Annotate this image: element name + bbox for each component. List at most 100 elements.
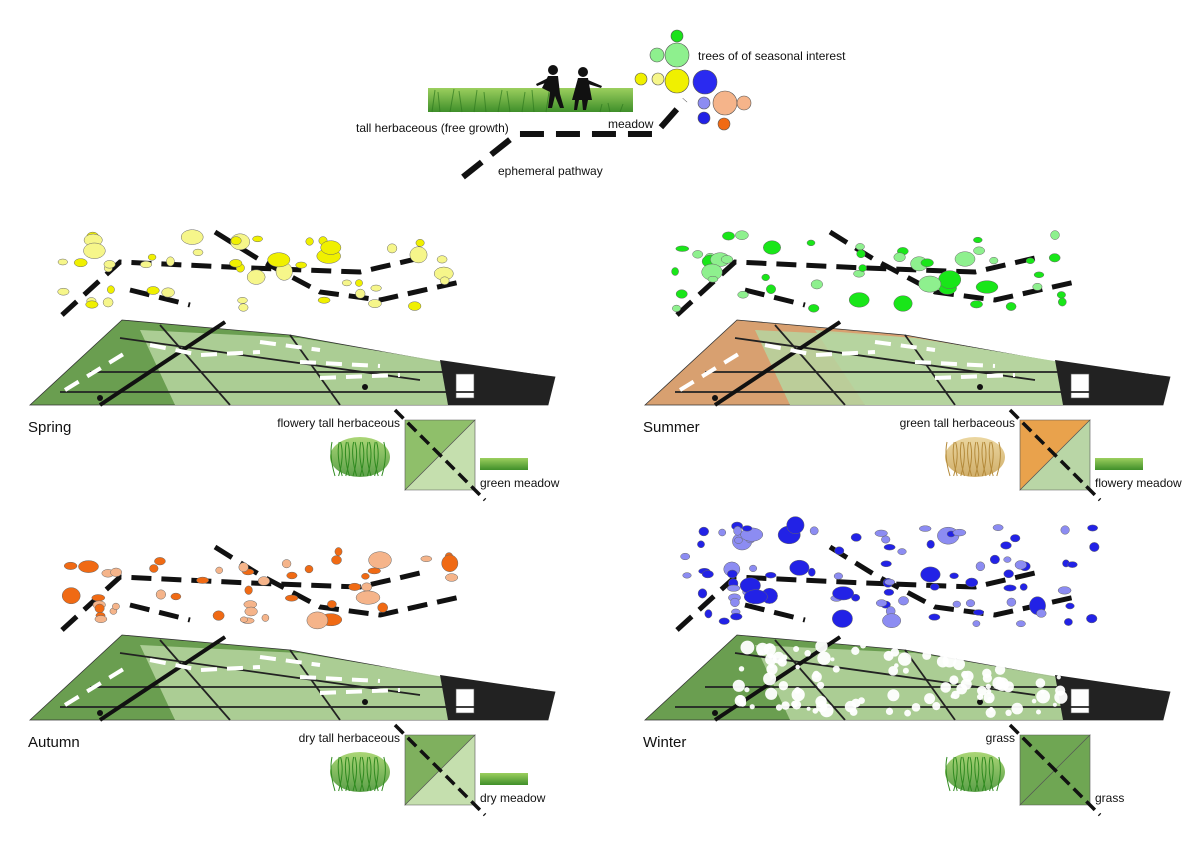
snow-circle — [1011, 702, 1023, 715]
tree-canopy — [368, 551, 392, 569]
grass-blade — [352, 756, 358, 792]
snow-circle — [894, 663, 899, 668]
tree-canopy — [420, 555, 433, 562]
white-path — [678, 348, 747, 392]
snow-circle — [739, 699, 747, 707]
grass-blade — [988, 441, 994, 477]
snow-circle — [988, 707, 994, 712]
snow-circle — [812, 670, 820, 678]
tree-canopy — [370, 284, 382, 292]
grass-blade — [988, 756, 994, 792]
grass-blade — [352, 441, 358, 477]
tree-canopy — [102, 297, 114, 308]
snow-circle — [992, 676, 1006, 690]
swatch-bottom-label: flowery meadow — [1095, 476, 1182, 490]
snow-circle — [1036, 689, 1050, 704]
grass-blade — [352, 756, 358, 792]
tree-canopy — [855, 243, 865, 251]
building-entrance — [1070, 688, 1090, 714]
snow-circle — [819, 703, 834, 718]
tree-canopy — [929, 583, 940, 591]
tree-canopy — [718, 528, 727, 537]
seasonal-trees — [671, 229, 1076, 317]
structure-line — [734, 337, 1036, 381]
grass-blade — [974, 441, 980, 477]
grass-blades — [330, 441, 386, 477]
tree-canopy — [850, 533, 862, 542]
tree-canopy — [735, 230, 749, 240]
tree-canopy — [154, 557, 166, 566]
grass-blade — [953, 756, 958, 792]
tree-canopy — [848, 292, 870, 308]
swatch-bottom-label: dry meadow — [480, 791, 546, 805]
tree-canopy — [331, 555, 342, 565]
tree-pathway — [129, 602, 191, 623]
snow-circle — [982, 673, 992, 683]
legend: trees of of seasonal interest meadow tal… — [356, 29, 846, 180]
tree-canopy — [730, 612, 743, 621]
snow-circle — [732, 679, 745, 692]
tree-canopy — [361, 582, 373, 592]
snow-circle — [781, 701, 790, 710]
swatch-top-label: grass — [986, 731, 1015, 745]
white-path — [319, 373, 401, 380]
grass-blade — [996, 441, 1001, 477]
marker-dot — [362, 384, 368, 390]
tree-canopy — [1003, 569, 1014, 579]
tree-canopy — [954, 251, 976, 267]
structure-line — [774, 324, 846, 406]
tree-canopy — [938, 270, 962, 289]
grass-blade — [959, 756, 965, 792]
white-path — [764, 343, 876, 358]
tree-canopy — [334, 547, 343, 556]
tree-canopy — [810, 279, 823, 290]
tall-herbaceous-strip — [428, 88, 633, 112]
snow-circle — [830, 657, 835, 662]
marker-dot — [712, 395, 718, 401]
marker-dot — [97, 710, 103, 716]
snow-circle — [817, 681, 825, 689]
tree-canopy — [110, 567, 122, 577]
grass-blade — [974, 756, 980, 792]
tree-pathway — [744, 287, 806, 308]
tree-canopy — [78, 560, 99, 573]
snow-circle — [766, 663, 778, 675]
snow-circle — [904, 709, 911, 717]
tree-canopy — [63, 561, 78, 570]
tree-canopy — [244, 606, 258, 617]
grass-blade — [373, 756, 379, 792]
grass-blade — [330, 756, 336, 792]
grass-blade — [989, 441, 994, 477]
season-title: Winter — [643, 734, 686, 751]
tree-canopy — [680, 552, 691, 561]
snow-circle — [851, 698, 861, 708]
structure-line — [119, 337, 421, 381]
grass-blade — [974, 756, 980, 792]
grass-blade — [338, 441, 343, 477]
tree-canopy — [73, 258, 88, 268]
marker-dot — [712, 710, 718, 716]
panel-spring: Spring flowery tall herbaceous green meado… — [28, 229, 560, 502]
tree-canopy — [112, 602, 120, 610]
snow-circle — [1054, 690, 1068, 704]
snow-circle — [949, 675, 959, 685]
grass-blade — [981, 756, 987, 792]
tree-canopy — [749, 564, 758, 572]
grass-blade — [345, 756, 350, 792]
grass-blade — [959, 441, 965, 477]
tree-canopy — [763, 240, 781, 255]
tree-canopy — [215, 566, 223, 574]
snow-circle — [887, 689, 900, 702]
tree-canopy — [94, 603, 105, 614]
tree-canopy — [341, 279, 352, 287]
tree-canopy — [1064, 618, 1073, 626]
grass-blade — [981, 441, 987, 477]
snow-circle — [891, 642, 897, 649]
white-path — [149, 343, 261, 358]
grass-blade — [981, 441, 987, 477]
tree-canopy — [355, 279, 363, 287]
tree-canopy — [893, 252, 906, 262]
snow-circle — [806, 706, 811, 711]
tree-canopy — [1000, 541, 1012, 550]
tree-canopy — [1087, 524, 1098, 532]
